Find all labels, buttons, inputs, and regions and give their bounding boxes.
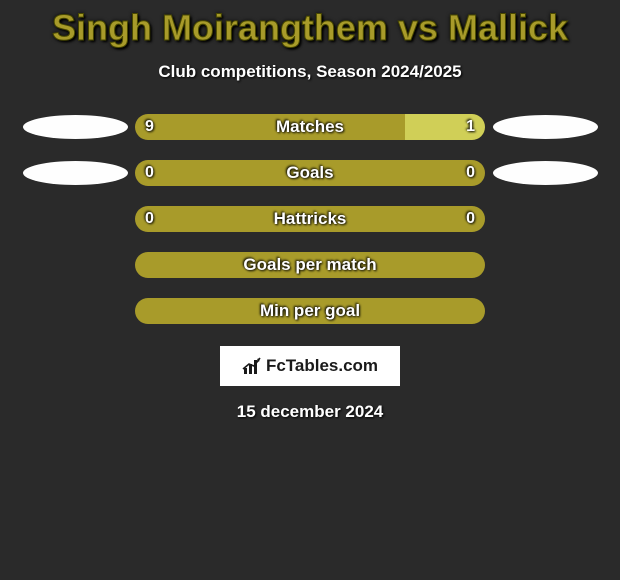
logo-badge: FcTables.com — [220, 346, 400, 386]
stat-bar: Goals per match — [135, 252, 485, 278]
right-avatar-slot — [485, 115, 605, 139]
comparison-row: Goals per match — [0, 252, 620, 278]
left-avatar-slot — [15, 115, 135, 139]
comparison-row: 0 0 Goals — [0, 160, 620, 186]
player-right-avatar — [493, 115, 598, 139]
stat-label: Hattricks — [274, 209, 347, 229]
stat-bar: 0 0 Hattricks — [135, 206, 485, 232]
bar-segment-left: 9 — [135, 114, 405, 140]
right-value: 1 — [466, 118, 475, 136]
bar-segment-left: 0 — [135, 160, 310, 186]
player-left-avatar — [23, 161, 128, 185]
logo-text: FcTables.com — [266, 356, 378, 376]
stat-label: Matches — [276, 117, 344, 137]
bar-segment-right: 1 — [405, 114, 486, 140]
left-avatar-slot — [15, 161, 135, 185]
date-text: 15 december 2024 — [0, 402, 620, 422]
left-value: 0 — [145, 164, 154, 182]
right-value: 0 — [466, 164, 475, 182]
chart-icon — [242, 356, 262, 376]
comparison-chart: 9 1 Matches 0 0 Goals 0 0 Hattricks Goals per mat… — [0, 114, 620, 324]
player-right-avatar — [493, 161, 598, 185]
subtitle: Club competitions, Season 2024/2025 — [0, 62, 620, 82]
left-value: 9 — [145, 118, 154, 136]
stat-label: Goals per match — [243, 255, 376, 275]
right-avatar-slot — [485, 161, 605, 185]
stat-label: Goals — [286, 163, 333, 183]
stat-bar: 9 1 Matches — [135, 114, 485, 140]
page-title: Singh Moirangthem vs Mallick — [0, 0, 620, 48]
player-left-avatar — [23, 115, 128, 139]
comparison-row: 9 1 Matches — [0, 114, 620, 140]
right-value: 0 — [466, 210, 475, 228]
stat-label: Min per goal — [260, 301, 360, 321]
comparison-row: 0 0 Hattricks — [0, 206, 620, 232]
bar-segment-right: 0 — [310, 160, 485, 186]
stat-bar: Min per goal — [135, 298, 485, 324]
left-value: 0 — [145, 210, 154, 228]
stat-bar: 0 0 Goals — [135, 160, 485, 186]
comparison-row: Min per goal — [0, 298, 620, 324]
footer: FcTables.com — [0, 344, 620, 386]
